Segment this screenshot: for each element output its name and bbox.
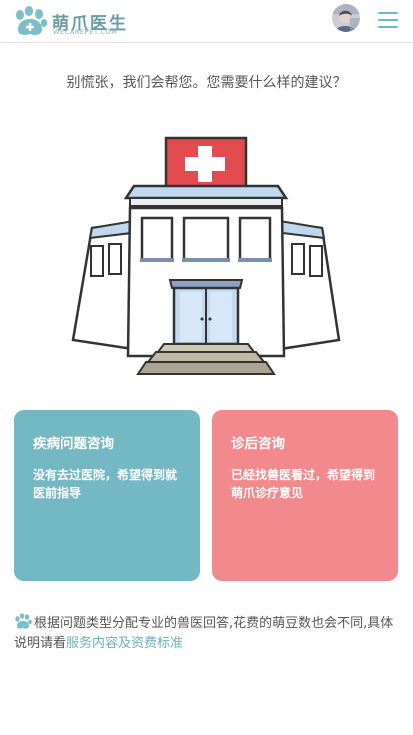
card-title: 诊后咨询 xyxy=(231,436,285,452)
logo-domain: WECAREPET.COM xyxy=(53,28,118,36)
pricing-note-text: 根据问题类型分配专业的兽医回答,花费的萌豆数也会不同,具体说明请看 xyxy=(14,616,394,651)
avatar[interactable] xyxy=(332,4,360,32)
pricing-standard-link[interactable]: 服务内容及资费标准 xyxy=(66,636,184,651)
card-description: 已经找兽医看过，希望得到萌爪诊疗意见 xyxy=(231,468,376,500)
hamburger-menu-icon[interactable] xyxy=(378,11,398,29)
avatar-image xyxy=(332,4,360,32)
page-question: 别慌张，我们会帮您。您需要什么样的建议？ xyxy=(66,75,347,91)
card-title: 疾病问题咨询 xyxy=(33,436,114,452)
paw-icon xyxy=(15,613,32,629)
logo-name: 萌爪医生 xyxy=(52,14,128,34)
pricing-note: 根据问题类型分配专业的兽医回答,花费的萌豆数也会不同,具体说明请看服务内容及资费… xyxy=(14,613,402,654)
header: 萌爪医生 WECAREPET.COM xyxy=(0,0,413,43)
card-description: 没有去过医院，希望得到就医前指导 xyxy=(33,468,178,500)
disease-consult-card[interactable]: 疾病问题咨询 没有去过医院，希望得到就医前指导 xyxy=(14,410,200,581)
post-visit-consult-card[interactable]: 诊后咨询 已经找兽医看过，希望得到萌爪诊疗意见 xyxy=(212,410,398,581)
paw-logo-icon xyxy=(16,6,48,35)
hospital-illustration xyxy=(71,136,341,375)
